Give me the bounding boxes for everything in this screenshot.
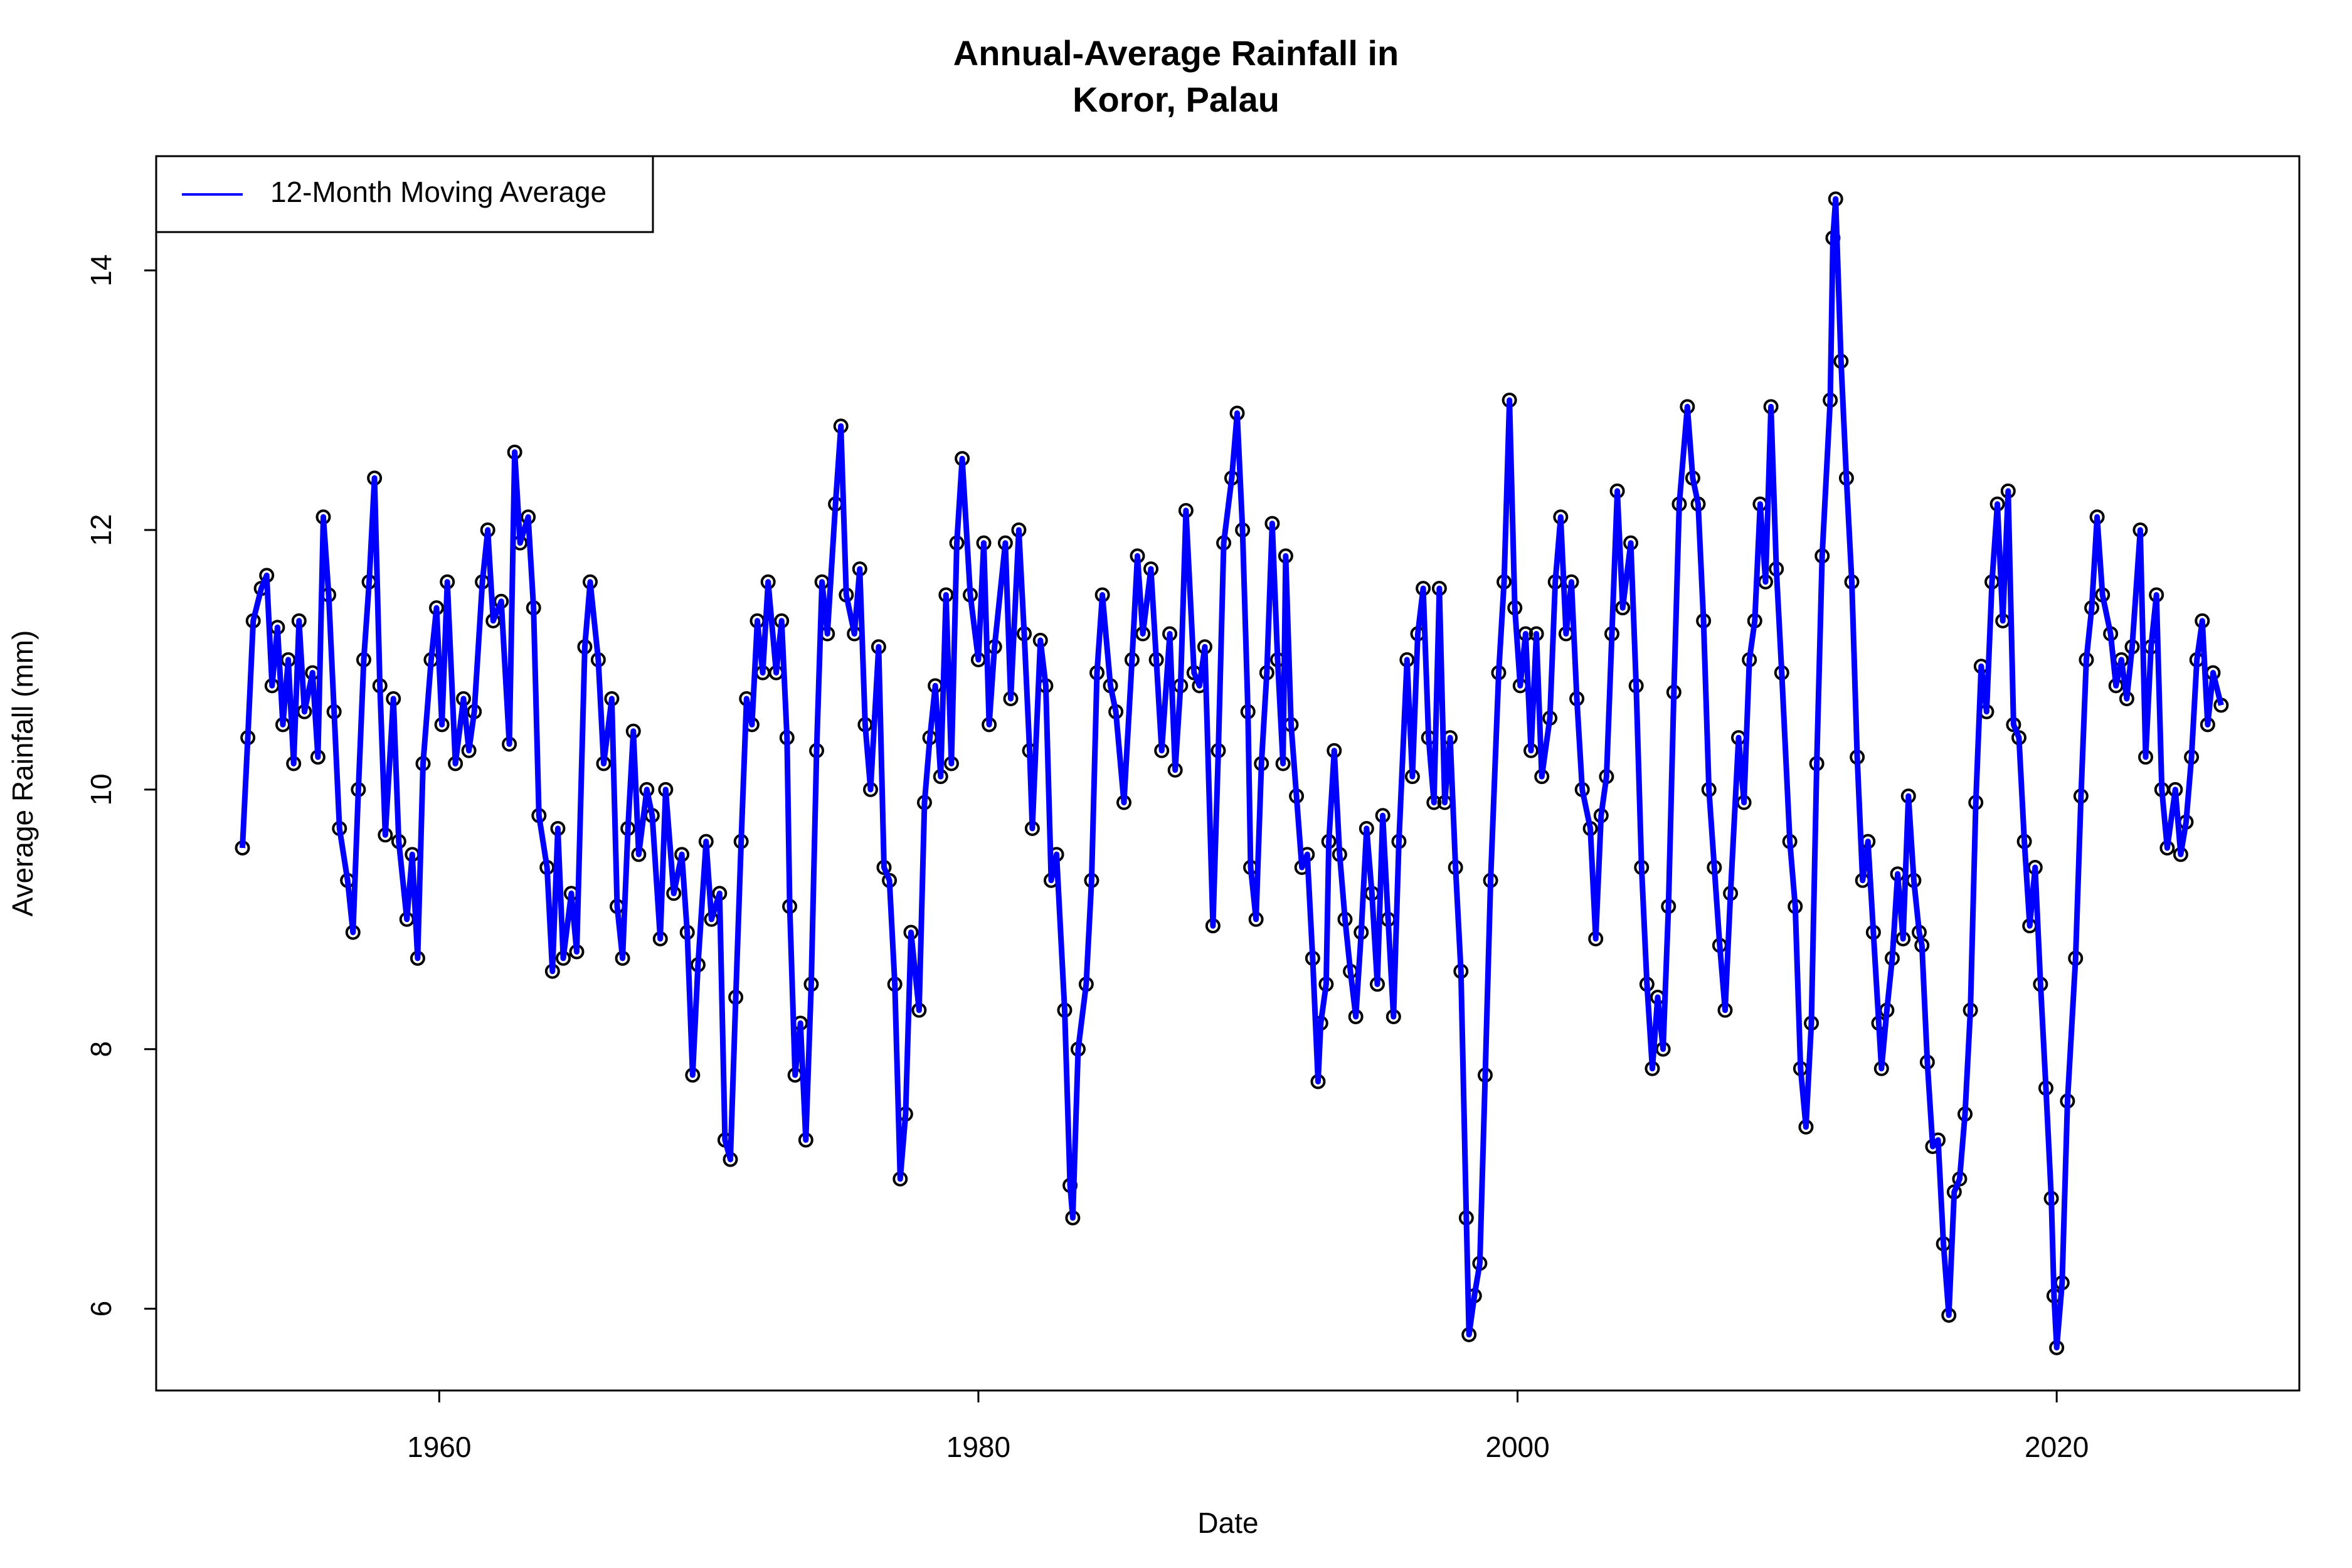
series-line [240, 196, 2224, 1351]
y-tick-label: 12 [85, 514, 117, 546]
chart-title: Annual-Average Rainfall in Koror, Palau [953, 33, 1399, 119]
x-tick-label: 2020 [2025, 1431, 2089, 1463]
y-tick-label: 8 [85, 1041, 117, 1057]
x-axis-label: Date [1197, 1507, 1258, 1539]
y-tick-label: 10 [85, 773, 117, 805]
y-axis-label: Average Rainfall (mm) [6, 630, 39, 917]
x-tick-label: 1980 [946, 1431, 1010, 1463]
legend-label: 12-Month Moving Average [270, 176, 607, 208]
x-tick-label: 2000 [1485, 1431, 1549, 1463]
y-tick-label: 14 [85, 255, 117, 287]
x-tick-label: 1960 [407, 1431, 471, 1463]
y-tick-label: 6 [85, 1301, 117, 1317]
